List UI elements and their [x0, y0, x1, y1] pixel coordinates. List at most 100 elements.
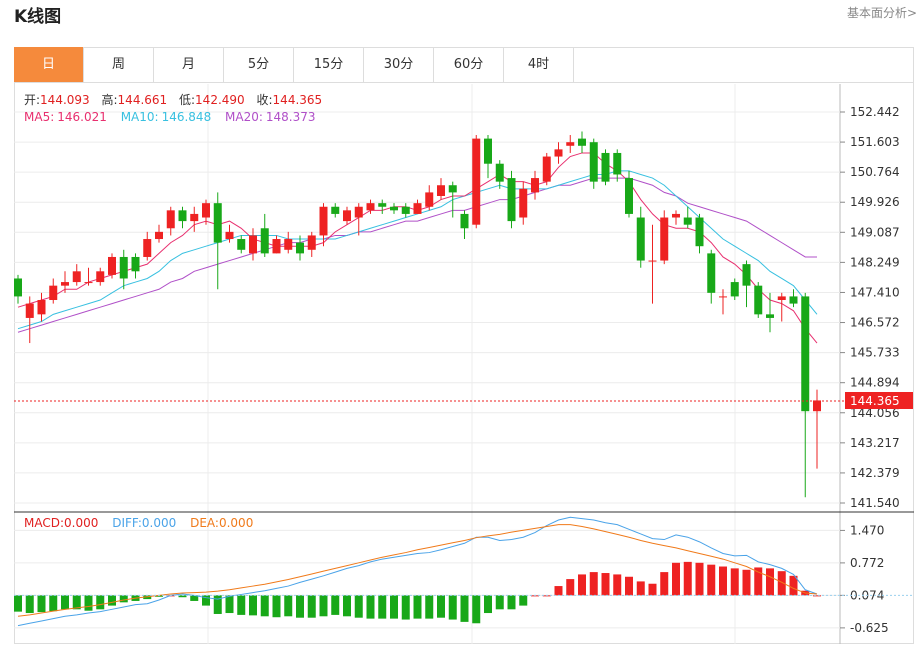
macd-bar — [754, 567, 763, 596]
macd-bar — [625, 576, 633, 596]
candle — [284, 231, 293, 254]
candle — [378, 199, 387, 214]
macd-bar — [190, 595, 199, 601]
candle-body — [672, 213, 680, 218]
candle-body — [72, 271, 81, 283]
price-tick-label: 147.410 — [850, 285, 900, 299]
price-tick-label: 146.572 — [850, 316, 900, 330]
price-tick-label: 151.603 — [850, 135, 900, 149]
candle — [366, 199, 375, 214]
candle-body — [143, 239, 152, 257]
grid — [14, 84, 841, 644]
candle-body — [354, 206, 363, 218]
candle — [542, 152, 551, 186]
macd-bar — [366, 595, 375, 619]
candle — [460, 210, 469, 240]
candle — [143, 231, 152, 261]
macd-bar — [390, 595, 398, 619]
candle — [307, 231, 316, 257]
macd-bar — [319, 595, 328, 617]
candle-body — [413, 203, 422, 214]
period-tabs: 日 周 月 5分 15分 30分 60分 4时 — [14, 47, 914, 83]
candle — [14, 274, 22, 304]
candle-body — [108, 256, 116, 275]
macd-bar — [249, 595, 257, 616]
macd-bar — [96, 595, 105, 610]
candle-body — [14, 278, 22, 297]
candle — [49, 278, 58, 304]
candle-body — [319, 206, 328, 236]
candle-body — [190, 213, 199, 222]
candle — [589, 138, 598, 189]
macd-bar — [636, 581, 645, 596]
candle-body — [531, 178, 539, 193]
macd-bar — [566, 579, 575, 596]
candle — [707, 249, 716, 304]
tab-15min[interactable]: 15分 — [294, 47, 364, 82]
candle — [636, 206, 645, 268]
candle — [448, 181, 457, 218]
candle — [613, 149, 622, 182]
candle — [660, 210, 669, 265]
ma10-line — [17, 170, 818, 330]
macd-bar — [307, 595, 316, 618]
diff-value: 0.000 — [142, 516, 176, 530]
macd-bar — [507, 595, 516, 610]
candle — [178, 206, 187, 229]
tab-4hour[interactable]: 4时 — [504, 47, 574, 82]
tab-week[interactable]: 周 — [84, 47, 154, 82]
macd-tick-label: 1.470 — [850, 523, 884, 537]
macd-bar — [813, 595, 821, 597]
low-label: 低: — [179, 93, 195, 107]
macd-bar — [178, 595, 187, 598]
tab-day[interactable]: 日 — [14, 47, 84, 82]
info-line-ohlc: 开:144.093 高:144.661 低:142.490 收:144.365 — [24, 92, 322, 107]
macd-bar — [719, 566, 727, 596]
tab-month[interactable]: 月 — [154, 47, 224, 82]
macd-bar — [789, 575, 798, 596]
candle — [519, 181, 528, 225]
macd-bar — [472, 595, 481, 624]
price-tick-label: 152.442 — [850, 105, 900, 119]
macd-bar — [237, 595, 246, 615]
candle-body — [448, 185, 457, 193]
current-price-value: 144.365 — [850, 394, 900, 408]
macd-bar — [777, 571, 786, 596]
candle-body — [249, 235, 257, 254]
tab-30min[interactable]: 30分 — [364, 47, 434, 82]
macd-bar — [25, 595, 34, 614]
close-label: 收: — [257, 93, 273, 107]
ma10-value: 146.848 — [162, 110, 212, 124]
ma10-label: MA10: — [121, 110, 159, 124]
candle — [108, 253, 116, 279]
macd-lines — [17, 516, 818, 627]
candle — [578, 131, 586, 153]
price-tick-label: 144.894 — [850, 376, 900, 390]
candle — [119, 249, 128, 290]
candle — [213, 192, 222, 290]
dea-value: 0.000 — [219, 516, 253, 530]
candle-body — [96, 271, 105, 283]
candle-body — [507, 178, 516, 222]
candle-body — [272, 239, 281, 254]
candle-body — [730, 282, 739, 297]
candle — [766, 292, 774, 333]
page-title: K线图 — [14, 7, 62, 27]
candle — [401, 203, 410, 218]
macd-bar — [742, 569, 751, 596]
diff-label: DIFF: — [112, 516, 142, 530]
candle-body — [683, 217, 692, 225]
diff-line — [17, 516, 818, 627]
tab-5min[interactable]: 5分 — [224, 47, 294, 82]
price-axis: 152.442 151.603 150.764 149.926 149.087 148.2… — [840, 105, 900, 510]
fundamentals-link[interactable]: 基本面分析> — [846, 6, 917, 20]
macd-bar — [155, 595, 163, 597]
candle — [131, 253, 140, 279]
candle — [61, 271, 69, 293]
macd-bar — [695, 562, 704, 596]
dea-line — [17, 524, 818, 617]
macd-bar — [589, 572, 598, 596]
candle-body — [719, 296, 727, 298]
tab-60min[interactable]: 60分 — [434, 47, 504, 82]
